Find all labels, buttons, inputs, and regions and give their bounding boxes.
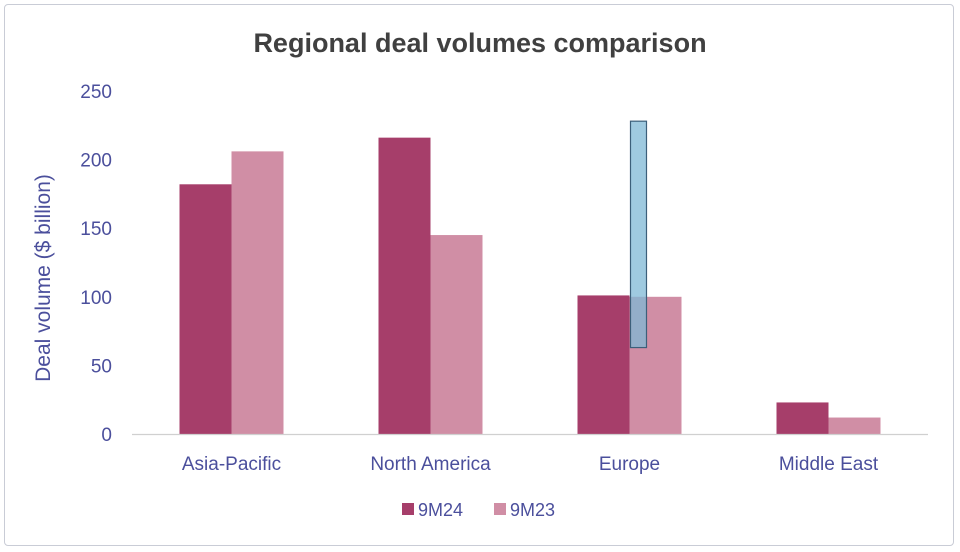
y-axis-label: Deal volume ($ billion) xyxy=(32,174,55,382)
overlay-highlight-box xyxy=(629,120,648,349)
bar-9m24-asia-pacific xyxy=(179,184,232,434)
x-tick-label: Europe xyxy=(599,454,660,475)
bar-9m24-middle-east xyxy=(776,402,829,434)
bars xyxy=(179,120,881,435)
bar-9m23-north-america xyxy=(430,235,483,434)
bar-9m24-north-america xyxy=(378,137,431,434)
bar-9m23-asia-pacific xyxy=(231,151,284,435)
chart-title: Regional deal volumes comparison xyxy=(253,28,706,58)
legend-swatch-9m24 xyxy=(402,503,414,515)
x-axis-ticks: Asia-Pacific North America Europe Middle Ea… xyxy=(182,454,879,475)
bar-9m24-europe xyxy=(577,295,630,434)
y-tick-label: 150 xyxy=(80,219,112,240)
x-tick-label: Middle East xyxy=(779,454,879,475)
y-tick-label: 100 xyxy=(80,288,112,309)
legend-label-9m24: 9M24 xyxy=(418,500,463,520)
y-tick-label: 0 xyxy=(101,425,112,446)
y-tick-label: 50 xyxy=(91,356,112,377)
x-tick-label: Asia-Pacific xyxy=(182,454,281,475)
bar-9m23-middle-east xyxy=(828,417,881,434)
x-tick-label: North America xyxy=(370,454,491,475)
y-tick-label: 200 xyxy=(80,151,112,172)
y-tick-label: 250 xyxy=(80,82,112,103)
y-axis-ticks: 0 50 100 150 200 250 xyxy=(80,82,112,446)
legend-swatch-9m23 xyxy=(494,503,506,515)
legend-label-9m23: 9M23 xyxy=(510,500,555,520)
legend: 9M24 9M23 xyxy=(402,500,555,520)
